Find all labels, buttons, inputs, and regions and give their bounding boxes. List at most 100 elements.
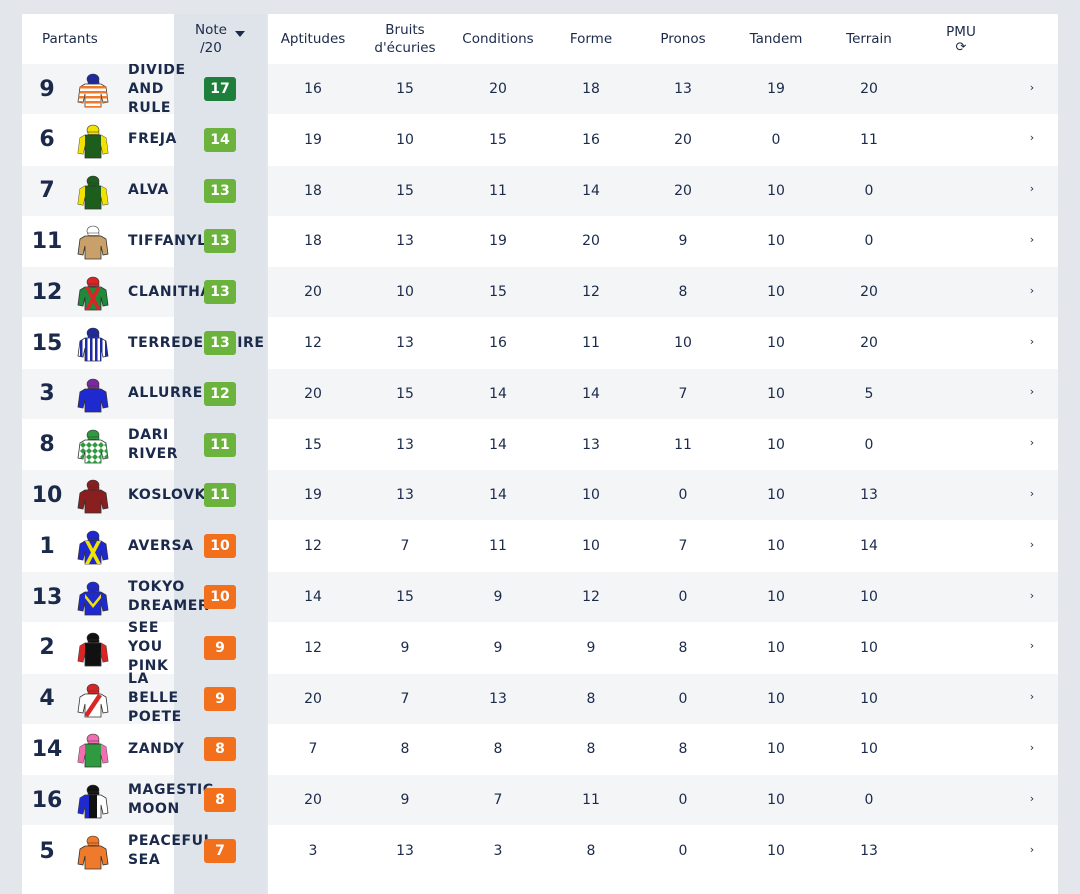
horse-name[interactable]: AVERSA (128, 537, 194, 554)
cell-pronos: 20 (674, 182, 692, 199)
table-row[interactable]: 3 ALLURRE 12 20 15 14 14 7 10 5 › (22, 368, 1058, 419)
table-row[interactable]: 5 PEACEFUL SEA 7 3 13 3 8 0 10 13 › (22, 826, 1058, 876)
cell-terrain: 20 (860, 335, 878, 351)
table-row[interactable]: 16 MAGESTIC MOON 8 20 9 7 11 0 10 0 › (22, 775, 1058, 826)
horse-name[interactable]: TERREDEGLOIRE (128, 334, 265, 351)
horse-name[interactable]: PEACEFUL SEA (128, 833, 214, 868)
cell-forme: 8 (586, 690, 596, 707)
horse-name[interactable]: MAGESTIC MOON (128, 782, 214, 818)
cell-conditions: 8 (493, 741, 503, 758)
horse-name[interactable]: DARI RIVER (128, 426, 179, 462)
cell-conditions: 3 (493, 843, 503, 859)
runner-number: 14 (31, 736, 63, 762)
jockey-silk-icon (77, 835, 109, 870)
cell-pronos: 8 (678, 741, 688, 758)
header-note-sort[interactable]: Note /20 (174, 14, 266, 64)
note-badge: 12 (204, 381, 236, 406)
cell-tandem: 19 (767, 81, 785, 97)
column-divider (266, 14, 268, 894)
table-row[interactable]: 1 AVERSA 10 12 7 11 10 7 10 14 › (22, 521, 1058, 571)
chevron-right-icon[interactable]: › (1029, 385, 1035, 399)
table-row[interactable]: 14 ZANDY 8 7 8 8 8 8 10 10 › (22, 724, 1058, 774)
table-row[interactable]: 8 DARI RIVER 11 15 13 14 13 11 10 0 › (22, 420, 1058, 470)
jockey-silk-icon (77, 683, 109, 717)
table-row[interactable]: 10 KOSLOVKA 11 19 13 14 10 0 10 13 › (22, 470, 1058, 521)
sort-desc-icon (234, 31, 245, 37)
cell-forme: 16 (582, 131, 600, 148)
chevron-right-icon[interactable]: › (1029, 182, 1035, 196)
cell-bruits: 7 (400, 538, 410, 555)
chevron-right-icon[interactable]: › (1029, 334, 1035, 348)
refresh-icon[interactable]: ⟳ (955, 40, 967, 55)
runner-number: 9 (39, 76, 55, 102)
header-note-scale: /20 (200, 40, 222, 56)
note-badge: 13 (204, 178, 236, 203)
note-badge: 13 (204, 280, 236, 305)
chevron-right-icon[interactable]: › (1029, 740, 1035, 754)
cell-tandem: 10 (767, 690, 785, 707)
horse-name[interactable]: ALLURRE (128, 385, 203, 402)
horse-name[interactable]: FREJA (128, 131, 177, 148)
cell-conditions: 20 (489, 81, 507, 97)
horse-name[interactable]: TOKYO DREAMER (128, 579, 210, 614)
cell-conditions: 14 (489, 436, 507, 453)
cell-aptitudes: 19 (304, 487, 322, 504)
jockey-silk-icon (77, 226, 109, 260)
cell-bruits: 15 (396, 81, 414, 97)
jockey-silk-icon (77, 327, 109, 362)
cell-tandem: 10 (767, 385, 785, 402)
cell-forme: 18 (582, 81, 600, 97)
chevron-right-icon[interactable]: › (1029, 690, 1035, 704)
cell-forme: 11 (582, 792, 600, 809)
note-badge: 17 (204, 77, 236, 101)
chevron-right-icon[interactable]: › (1029, 588, 1035, 602)
chevron-right-icon[interactable]: › (1029, 791, 1035, 805)
chevron-right-icon[interactable]: › (1029, 639, 1035, 653)
horse-name[interactable]: SEE YOU PINK (128, 620, 169, 675)
table-row[interactable]: 6 FREJA 14 19 10 15 16 20 0 11 › (22, 115, 1058, 165)
table-row[interactable]: 7 ALVA 13 18 15 11 14 20 10 0 › (22, 165, 1058, 216)
cell-aptitudes: 20 (304, 385, 322, 402)
horse-name[interactable]: KOSLOVKA (128, 486, 218, 503)
header-forme[interactable]: Forme (569, 31, 613, 47)
chevron-right-icon[interactable]: › (1029, 131, 1035, 145)
horse-name[interactable]: TIFFANYLI (128, 232, 213, 249)
table-row[interactable]: 15 TERREDEGLOIRE 13 12 13 16 11 10 10 20 › (22, 318, 1058, 368)
chevron-right-icon[interactable]: › (1029, 436, 1035, 450)
horse-name[interactable]: LA BELLE POETE (128, 671, 182, 726)
runner-number: 3 (39, 381, 55, 407)
horse-name[interactable]: CLANITHA (128, 283, 212, 300)
table-row[interactable]: 9 DIVIDE AND RULE 17 16 15 20 18 13 19 20 › (22, 61, 1058, 116)
header-tandem[interactable]: Tandem (749, 31, 803, 47)
chevron-right-icon[interactable]: › (1029, 486, 1035, 500)
horse-name[interactable]: DIVIDE AND RULE (128, 61, 186, 116)
chevron-right-icon[interactable]: › (1029, 80, 1035, 94)
cell-terrain: 5 (864, 385, 874, 402)
chevron-right-icon[interactable]: › (1029, 537, 1035, 551)
header-terrain[interactable]: Terrain (846, 31, 892, 47)
cell-terrain: 20 (860, 81, 878, 97)
header-partants[interactable]: Partants (42, 31, 98, 47)
chevron-right-icon[interactable]: › (1029, 842, 1035, 856)
cell-pronos: 0 (678, 487, 688, 504)
chevron-right-icon[interactable]: › (1029, 283, 1035, 297)
horse-name[interactable]: ZANDY (128, 740, 185, 757)
table-row[interactable]: 4 LA BELLE POETE 9 20 7 13 8 0 10 10 › (22, 671, 1058, 726)
header-pmu[interactable]: PMU ⟳ (946, 24, 976, 55)
header-aptitudes[interactable]: Aptitudes (280, 31, 346, 47)
cell-conditions: 16 (489, 335, 507, 351)
cell-tandem: 0 (771, 131, 781, 148)
cell-tandem: 10 (767, 589, 785, 605)
header-conditions[interactable]: Conditions (462, 31, 534, 47)
cell-bruits: 13 (396, 436, 414, 453)
table-row[interactable]: 2 SEE YOU PINK 9 12 9 9 9 8 10 10 › (22, 620, 1058, 675)
horse-name[interactable]: ALVA (128, 182, 169, 199)
table-row[interactable]: 13 TOKYO DREAMER 10 14 15 9 12 0 10 10 › (22, 572, 1058, 622)
chevron-right-icon[interactable]: › (1029, 232, 1035, 246)
cell-aptitudes: 12 (304, 639, 322, 656)
header-pronos[interactable]: Pronos (660, 31, 706, 47)
table-row[interactable]: 12 CLANITHA 13 20 10 15 12 8 10 20 › (22, 267, 1058, 318)
table-row[interactable]: 11 TIFFANYLI 13 18 13 19 20 9 10 0 › (22, 216, 1058, 266)
header-bruits[interactable]: Bruits d'écuries (374, 22, 436, 56)
cell-aptitudes: 14 (304, 589, 322, 605)
